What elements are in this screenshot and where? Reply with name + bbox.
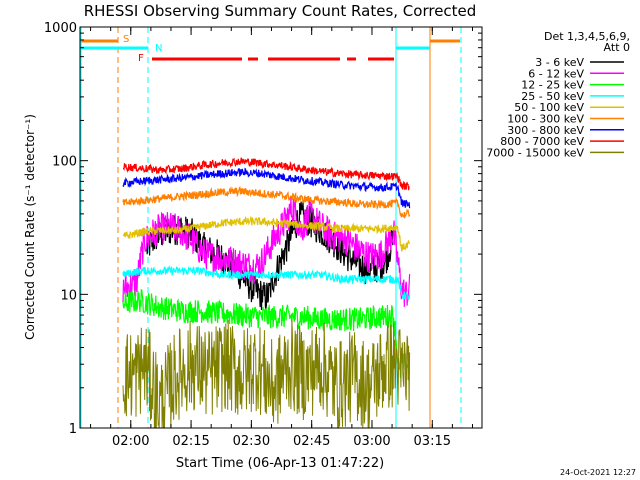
- series-line-300-800-kev-kev: [122, 167, 411, 209]
- x-tick-label: 02:45: [293, 434, 330, 449]
- y-axis: 1 10 100 1000: [44, 21, 482, 437]
- x-axis: 02:00 02:15 02:30 02:45 03:00 03:15: [90, 27, 473, 449]
- y-tick-label: 10: [60, 288, 77, 303]
- flag-n-label: N: [155, 43, 162, 54]
- legend-label: 50 - 100 keV: [514, 101, 584, 114]
- flag-s-label: S: [123, 34, 129, 45]
- legend-label: 6 - 12 keV: [528, 67, 584, 80]
- series-line-100-300-kev-kev: [122, 185, 411, 219]
- series-line-800-7000-kev-kev: [122, 157, 410, 191]
- legend-label: 300 - 800 keV: [507, 124, 584, 137]
- timestamp: 24-Oct-2021 12:27: [560, 468, 636, 477]
- legend-label: 100 - 300 keV: [507, 113, 584, 126]
- y-axis-title: Corrected Count Rate (s⁻¹ detector⁻¹): [23, 114, 37, 340]
- plot-frame: [79, 26, 483, 429]
- legend-header-line-2: Att 0: [604, 41, 630, 54]
- flag-f-label: F: [138, 53, 144, 64]
- series-line-25-50-kev-kev: [122, 264, 411, 301]
- legend-label: 3 - 6 keV: [535, 56, 584, 69]
- series-line-6-12-kev-kev: [122, 197, 411, 307]
- legend-label: 7000 - 15000 keV: [486, 146, 584, 159]
- legend-label: 12 - 25 keV: [521, 79, 584, 92]
- x-tick-label: 02:15: [172, 434, 209, 449]
- x-tick-label: 03:15: [414, 434, 451, 449]
- chart-title: RHESSI Observing Summary Count Rates, Co…: [84, 2, 477, 20]
- y-tick-label: 1: [69, 422, 77, 437]
- series-line-12-25-kev-kev: [122, 288, 411, 378]
- legend-header-line-1: Det 1,3,4,5,6,9,: [544, 30, 630, 43]
- x-tick-label: 02:30: [233, 434, 270, 449]
- legend-label: 800 - 7000 keV: [500, 135, 584, 148]
- legend-label: 25 - 50 keV: [521, 90, 584, 103]
- x-axis-title: Start Time (06-Apr-13 01:47:22): [176, 456, 384, 471]
- series-line-50-100-kev-kev: [123, 215, 411, 252]
- y-tick-label: 1000: [44, 21, 77, 36]
- y-tick-label: 100: [52, 155, 77, 170]
- x-tick-label: 03:00: [353, 434, 390, 449]
- x-tick-label: 02:00: [112, 434, 149, 449]
